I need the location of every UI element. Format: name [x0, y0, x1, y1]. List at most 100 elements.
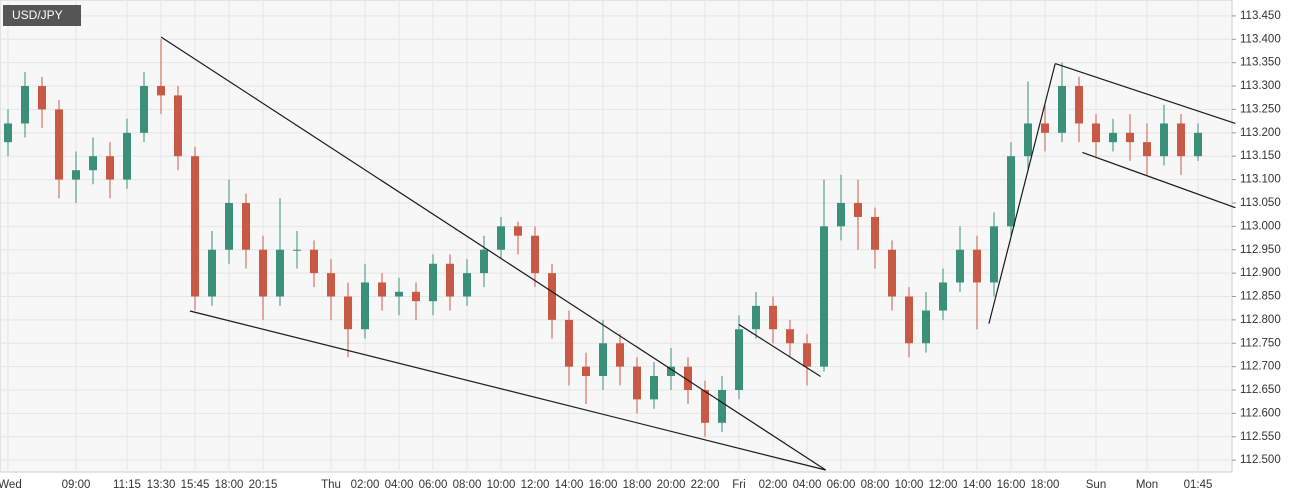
candle-body [667, 366, 675, 376]
trend-line [160, 36, 827, 471]
candle-body [548, 273, 556, 320]
candle-body [140, 86, 148, 133]
trend-line [1082, 151, 1236, 209]
candle-body [446, 263, 454, 297]
candle-body [208, 249, 216, 297]
candle-body [1143, 142, 1151, 157]
trend-line [189, 310, 826, 471]
y-tick-label: 113.300 [1240, 80, 1281, 92]
x-tick-label: 20:15 [249, 479, 278, 491]
y-tick-label: 113.350 [1240, 57, 1281, 69]
y-tick-label: 113.050 [1240, 197, 1281, 209]
candle-body [38, 86, 46, 110]
y-tick-label: 113.200 [1240, 127, 1281, 139]
y-tick-label: 112.550 [1240, 431, 1281, 443]
candle-body [922, 310, 930, 344]
candle-body [344, 296, 352, 330]
x-tick-label: 12:00 [929, 479, 958, 491]
y-tick-label: 112.500 [1240, 454, 1281, 466]
candle-body [1058, 86, 1066, 133]
x-tick-label: 10:00 [487, 479, 516, 491]
x-tick-label: 06:00 [827, 479, 856, 491]
candle-body [89, 156, 97, 171]
candle-body [1024, 123, 1032, 157]
candle-body [480, 249, 488, 274]
x-tick-label: 02:00 [351, 479, 380, 491]
plot-area [0, 0, 1233, 473]
candle-body [956, 249, 964, 283]
x-tick-label: Wed [0, 479, 22, 491]
candle-body [837, 202, 845, 227]
candle-body [1075, 86, 1083, 124]
x-tick-label: 22:00 [691, 479, 720, 491]
title-box [3, 5, 81, 26]
y-tick-label: 113.250 [1240, 103, 1281, 115]
x-tick-label: 16:00 [997, 479, 1026, 491]
trend-line [738, 324, 821, 377]
x-tick-label: 14:00 [555, 479, 584, 491]
candle-body [990, 226, 998, 283]
y-tick-label: 113.150 [1240, 150, 1281, 162]
candle-body [1194, 132, 1202, 157]
y-tick-label: 112.700 [1240, 361, 1281, 373]
candle-body [565, 319, 573, 367]
x-tick-label: 10:00 [895, 479, 924, 491]
candle-body [616, 343, 624, 367]
candle-body [735, 329, 743, 391]
candle-body [803, 343, 811, 367]
candle-body [599, 343, 607, 376]
x-tick-label: 04:00 [385, 479, 414, 491]
candle-body [786, 329, 794, 344]
candle-body [310, 249, 318, 274]
candle-body [752, 305, 760, 330]
candle-body [1160, 123, 1168, 157]
x-tick-label: 18:00 [1031, 479, 1060, 491]
x-tick-label: 16:00 [589, 479, 618, 491]
candle-body [1007, 156, 1015, 227]
candle-body [1109, 132, 1117, 143]
y-tick-label: 112.800 [1240, 314, 1281, 326]
candle-body [650, 376, 658, 400]
trend-line [988, 63, 1056, 324]
candle-body [939, 282, 947, 311]
x-tick-label: 01:45 [1184, 479, 1213, 491]
candle-body [412, 291, 420, 302]
candle-body [361, 282, 369, 330]
candle-body [497, 226, 505, 250]
candle-body [259, 249, 267, 297]
x-tick-label: Sun [1086, 479, 1106, 491]
candle-body [4, 123, 12, 143]
x-tick-label: 02:00 [759, 479, 788, 491]
y-tick-label: 112.650 [1240, 384, 1281, 396]
candle-body [514, 226, 522, 236]
y-tick-label: 112.750 [1240, 337, 1281, 349]
candle-body [718, 390, 726, 423]
candle-body [55, 109, 63, 180]
candle-body [582, 366, 590, 376]
x-tick-label: 20:00 [657, 479, 686, 491]
candle-body [888, 249, 896, 297]
y-tick-label: 113.450 [1240, 10, 1281, 22]
candle-body [395, 291, 403, 297]
candle-body [684, 366, 692, 391]
y-tick-label: 113.100 [1240, 174, 1281, 186]
candle-body [123, 132, 131, 180]
candle-body [1126, 132, 1134, 143]
candle-body [871, 216, 879, 250]
candle-body [463, 273, 471, 297]
candle-body [633, 366, 641, 400]
candle-body [21, 86, 29, 124]
candle-body [225, 202, 233, 250]
candle-body [1092, 123, 1100, 143]
x-tick-label: 18:00 [623, 479, 652, 491]
trend-line [1055, 63, 1236, 125]
candle-body [242, 202, 250, 250]
candle-body [293, 249, 301, 251]
x-tick-label: 06:00 [419, 479, 448, 491]
x-tick-label: Thu [321, 479, 341, 491]
candle-body [973, 249, 981, 283]
y-tick-label: 112.850 [1240, 291, 1281, 303]
candle-body [1177, 123, 1185, 157]
x-tick-label: Fri [732, 479, 745, 491]
